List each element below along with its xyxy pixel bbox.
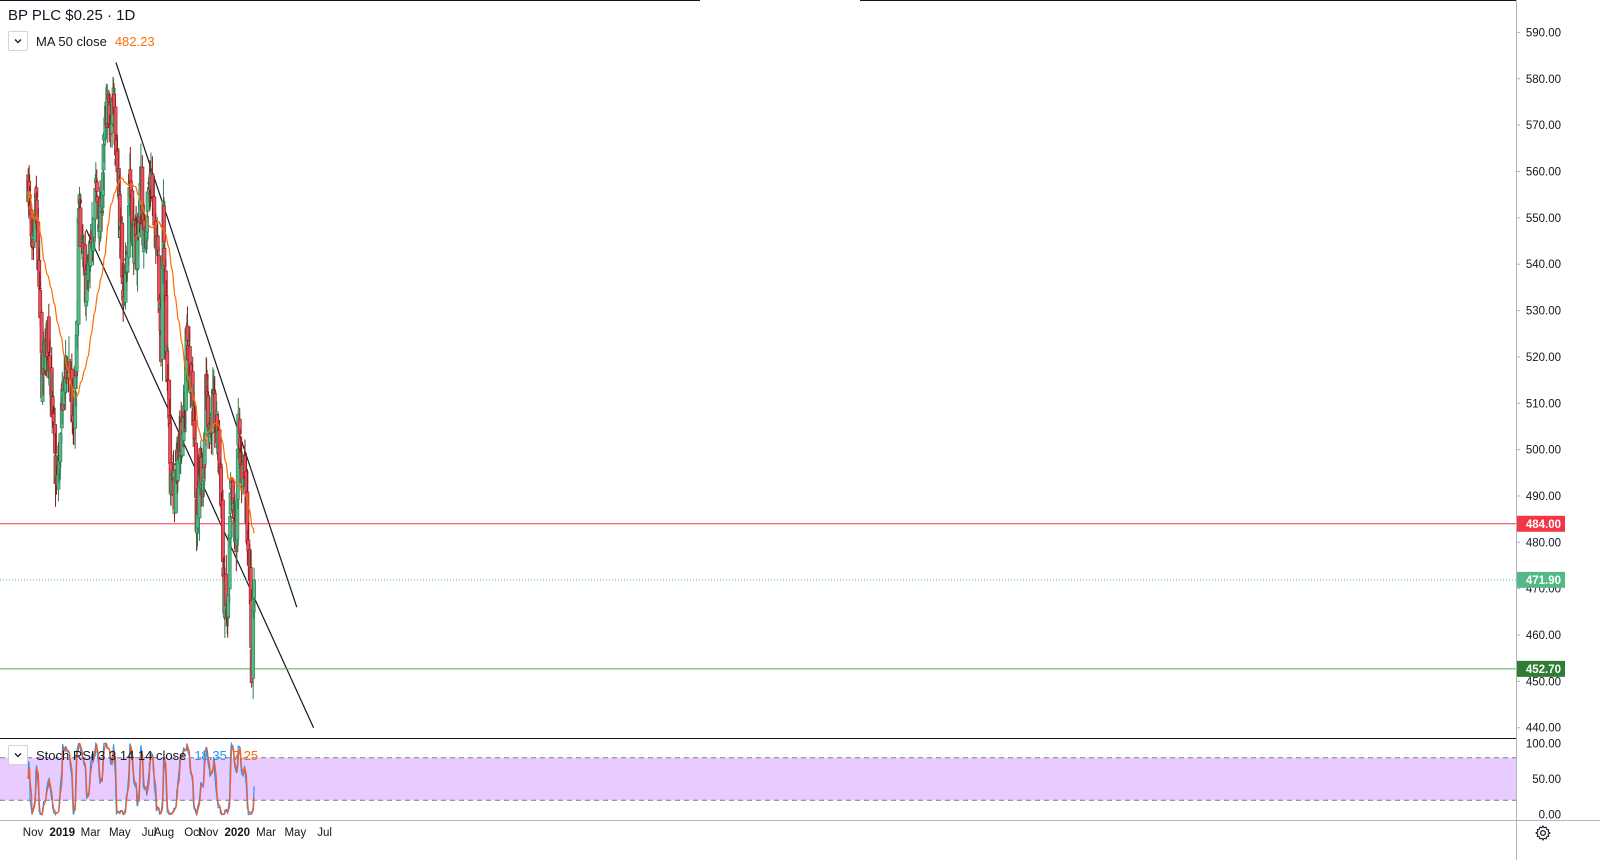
candles-group — [26, 76, 256, 699]
candle-body — [162, 247, 167, 267]
price-tick-label: 480.00 — [1526, 537, 1561, 549]
time-tick-label: Nov — [23, 827, 44, 839]
stoch-d-line — [27, 742, 255, 817]
ma50-line — [27, 177, 255, 534]
price-tick-label: 460.00 — [1526, 630, 1561, 642]
time-tick-label: Mar — [256, 827, 276, 839]
stoch-legend-row: Stoch RSI 3 3 14 14 close 18.35 7.25 — [8, 745, 258, 765]
candle-body — [94, 181, 99, 192]
chevron-down-icon — [14, 39, 22, 44]
chevron-down-icon — [14, 753, 22, 758]
candle-body — [226, 595, 231, 618]
price-tick-label: 540.00 — [1526, 259, 1561, 271]
price-tick-label: 570.00 — [1526, 120, 1561, 132]
price-badge-label: 452.70 — [1526, 664, 1561, 676]
gear-icon — [1535, 825, 1551, 841]
settings-button[interactable] — [1532, 822, 1554, 844]
candle-body — [162, 205, 166, 243]
price-badge-2 — [1517, 571, 1565, 588]
time-tick-label: 2020 — [225, 827, 251, 839]
chart-title-row: BP PLC $0.25 · 1D — [8, 7, 135, 24]
price-tick-label: 440.00 — [1526, 723, 1561, 735]
time-tick-label: Mar — [81, 827, 101, 839]
time-tick-label: Nov — [198, 827, 219, 839]
symbol-title[interactable]: BP PLC $0.25 · 1D — [8, 7, 136, 24]
candle-body — [185, 325, 190, 342]
time-tick-label: Jul — [142, 827, 157, 839]
candle-body — [252, 579, 256, 599]
price-tick-label: 530.00 — [1526, 306, 1561, 318]
price-tick-label: 450.00 — [1526, 676, 1561, 688]
stoch-label[interactable]: Stoch RSI 3 3 14 14 close — [36, 747, 187, 763]
price-tick-label: 510.00 — [1526, 398, 1561, 410]
time-tick-label: Oct — [184, 827, 203, 839]
stoch-k-value: 18.35 — [194, 747, 227, 763]
time-tick-label: Jul — [317, 827, 332, 839]
candle-body — [155, 235, 160, 251]
candle-body — [168, 422, 173, 464]
price-tick-label: 560.00 — [1526, 167, 1561, 179]
price-tick-label: 500.00 — [1526, 445, 1561, 457]
price-tick-label: 520.00 — [1526, 352, 1561, 364]
price-tick-label: 580.00 — [1526, 74, 1561, 86]
candle-body — [228, 515, 233, 539]
candle-body — [58, 433, 63, 462]
time-tick-label: 2019 — [49, 827, 75, 839]
stoch-band — [0, 757, 1516, 801]
price-tick-label: 490.00 — [1526, 491, 1561, 503]
time-tick-label: Aug — [154, 827, 174, 839]
time-tick-label: May — [284, 827, 306, 839]
price-badge-1 — [1517, 515, 1565, 532]
channel-line-1 — [115, 62, 298, 608]
stoch-tick-label: 50.00 — [1532, 774, 1561, 786]
time-tick-label: May — [109, 827, 131, 839]
stoch-collapse-button[interactable] — [8, 745, 28, 765]
ma-collapse-button[interactable] — [8, 31, 28, 51]
stoch-tick-label: 0.00 — [1539, 809, 1561, 821]
stoch-tick-label: 100.00 — [1526, 739, 1561, 751]
ma-value: 482.23 — [114, 33, 155, 49]
candle-body — [78, 207, 83, 247]
price-badge-3 — [1517, 660, 1565, 677]
candle-body — [221, 499, 225, 562]
candle-body — [251, 609, 256, 679]
price-badge-label: 471.90 — [1526, 575, 1561, 587]
candle-body — [157, 255, 162, 301]
price-tick-label: 590.00 — [1526, 27, 1561, 39]
price-tick-label: 550.00 — [1526, 213, 1561, 225]
ma-legend-row: MA 50 close 482.23 — [8, 31, 155, 51]
price-badge-label: 484.00 — [1526, 519, 1561, 531]
ma-label[interactable]: MA 50 close — [36, 33, 107, 49]
stoch-d-value: 7.25 — [232, 747, 259, 763]
